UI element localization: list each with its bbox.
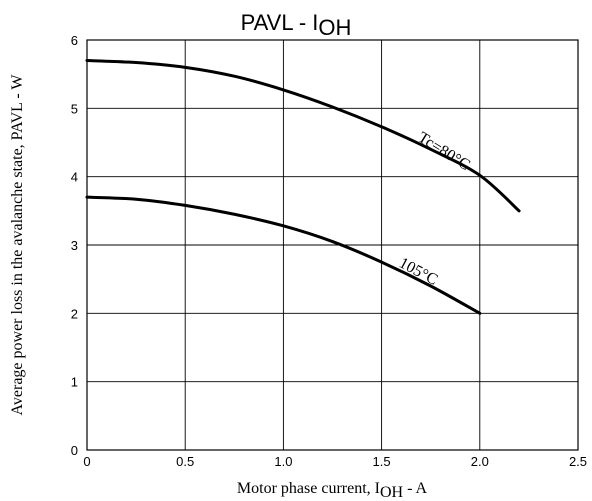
x-tick-label: 2.5 [569,454,587,469]
y-tick-label: 2 [71,306,78,321]
series-line-0 [85,59,521,213]
curve-label-80c: Tc=80°C [415,129,473,174]
x-tick-label: 0 [83,454,90,469]
grid [86,39,579,451]
y-tick-label: 4 [71,170,78,185]
x-tick-label: 1.0 [274,454,292,469]
y-tick-label: 6 [71,33,78,48]
chart-title: PAVL - IOH [241,10,352,40]
y-tick-label: 3 [71,238,78,253]
x-tick-label: 1.5 [373,454,391,469]
plot-frame [86,39,579,451]
y-axis-label: Average power loss in the avalanche stat… [9,74,26,416]
tick-labels: 0 0.5 1.0 1.5 2.0 2.5 0 1 2 3 4 5 6 [71,33,587,469]
series-line-1 [85,195,482,315]
x-tick-label: 0.5 [176,454,194,469]
x-axis-label: Motor phase current, IOH - A [237,480,428,501]
y-tick-label: 0 [71,443,78,458]
y-tick-label: 1 [71,375,78,390]
y-tick-label: 5 [71,101,78,116]
curves [85,59,521,315]
curve-label-105c: 105°C [396,255,440,289]
x-tick-label: 2.0 [471,454,489,469]
